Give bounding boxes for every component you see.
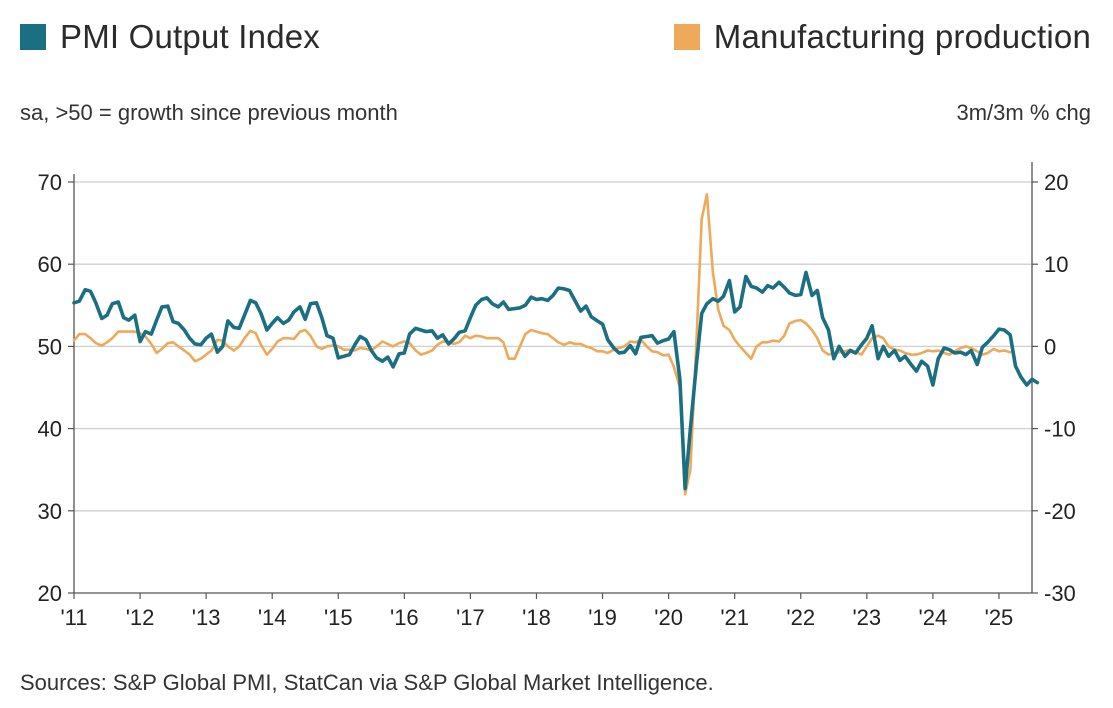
right-tick-label: 10	[1044, 252, 1068, 277]
x-tick-label: '21	[720, 605, 749, 630]
x-tick-label: '15	[324, 605, 353, 630]
x-tick-label: '12	[126, 605, 155, 630]
grid-lines	[74, 181, 1032, 512]
x-tick-label: '22	[786, 605, 815, 630]
x-tick-label: '17	[456, 605, 485, 630]
x-tick-label: '23	[852, 605, 881, 630]
right-axis-label: 3m/3m % chg	[956, 100, 1092, 125]
right-tick-label: -10	[1044, 417, 1076, 442]
left-tick-label: 20	[38, 581, 62, 606]
x-tick-label: '16	[390, 605, 419, 630]
left-axis-label: sa, >50 = growth since previous month	[20, 100, 398, 125]
tick-labels: 203040506070-30-20-1001020'11'12'13'14'1…	[38, 170, 1076, 630]
legend-mfg-swatch	[673, 24, 700, 50]
x-tick-label: '11	[60, 605, 87, 630]
left-tick-label: 60	[38, 252, 62, 277]
right-tick-label: 0	[1044, 334, 1056, 359]
left-tick-label: 30	[38, 499, 62, 524]
source-note: Sources: S&P Global PMI, StatCan via S&P…	[20, 670, 714, 695]
axes	[68, 162, 1038, 599]
right-tick-label: 20	[1044, 170, 1068, 195]
legend-pmi-swatch	[20, 24, 46, 50]
right-tick-label: -30	[1044, 581, 1076, 606]
left-tick-label: 70	[38, 170, 62, 195]
x-tick-label: '13	[192, 605, 221, 630]
left-tick-label: 40	[38, 417, 62, 442]
legend-pmi-label: PMI Output Index	[60, 18, 320, 55]
legend-pmi: PMI Output Index	[20, 18, 320, 56]
series	[72, 193, 1040, 496]
x-tick-label: '19	[588, 605, 617, 630]
legend-mfg-label: Manufacturing production	[713, 18, 1091, 55]
x-tick-label: '24	[919, 605, 948, 630]
x-tick-label: '20	[654, 605, 683, 630]
x-tick-label: '18	[522, 605, 551, 630]
left-tick-label: 50	[38, 334, 62, 359]
x-tick-label: '25	[985, 605, 1014, 630]
x-tick-label: '14	[258, 605, 287, 630]
series-line-pmi-output-index	[72, 270, 1040, 491]
legend-mfg: Manufacturing production	[673, 18, 1091, 56]
right-tick-label: -20	[1044, 499, 1076, 524]
